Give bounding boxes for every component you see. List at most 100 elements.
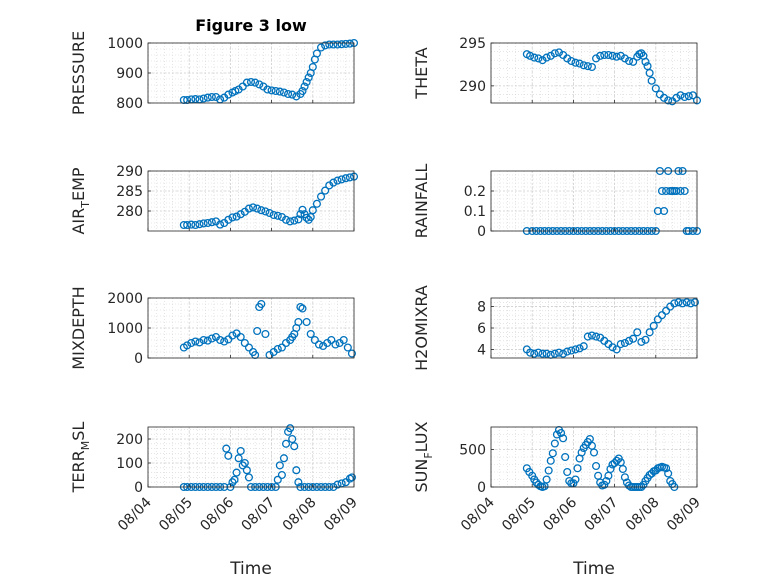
data-point [676, 91, 685, 100]
plot-area [148, 427, 354, 487]
y-axis-label: H2OMIXRA [412, 285, 431, 371]
data-point [224, 90, 233, 99]
data-point [624, 336, 634, 345]
data-point [203, 218, 212, 228]
data-point [236, 210, 245, 219]
y-axis-label: PRESSURE [69, 31, 88, 115]
data-point [179, 95, 188, 105]
data-point [267, 86, 276, 95]
data-point [659, 206, 669, 216]
y-tick-label: 100 [116, 456, 143, 472]
data-point [618, 464, 627, 474]
x-tick-label: 08/09 [321, 495, 361, 535]
data-point [255, 80, 264, 89]
data-point [257, 206, 266, 215]
data-point [292, 92, 301, 101]
data-point [559, 349, 568, 358]
y-tick-label: 0 [477, 224, 486, 240]
data-point [567, 346, 576, 355]
y-tick-label: 1000 [107, 321, 143, 337]
data-point [294, 317, 303, 327]
data-point [651, 84, 660, 93]
data-point [612, 456, 621, 465]
data-point [526, 51, 535, 60]
data-point [253, 326, 262, 336]
data-point [550, 49, 559, 58]
y-tick-label: 4 [477, 342, 486, 358]
data-point [275, 87, 284, 96]
data-point [674, 298, 683, 307]
data-point [573, 464, 582, 473]
y-tick-label: 295 [459, 36, 486, 52]
data-point [680, 186, 689, 196]
data-point [284, 89, 293, 99]
data-point [286, 217, 295, 226]
data-point [261, 329, 270, 339]
data-point [249, 203, 258, 212]
data-point [343, 343, 352, 352]
data-point [583, 332, 592, 341]
axes-box [490, 426, 698, 488]
data-point [600, 50, 609, 60]
data-point [559, 434, 568, 443]
data-point [279, 454, 289, 463]
x-tick-label: 08/04 [115, 494, 155, 534]
data-point [240, 338, 249, 348]
y-tick-label: 8 [477, 300, 486, 316]
data-point [347, 349, 356, 358]
y-axis-label: THETA [412, 47, 431, 99]
data-point [662, 306, 671, 315]
x-tick-label: 08/06 [197, 494, 237, 534]
data-point [612, 52, 621, 61]
data-point [546, 51, 555, 60]
data-point [224, 451, 233, 460]
data-point [290, 216, 299, 225]
data-point [286, 424, 295, 433]
data-point [571, 475, 580, 484]
y-tick-label: 900 [116, 66, 143, 82]
data-point [207, 92, 216, 102]
data-point [676, 186, 685, 196]
data-point [234, 454, 243, 463]
data-point [567, 56, 576, 66]
data-point [230, 475, 239, 484]
subplot-7: 0 100 200 08/04 08/05 08/06 08/07 08/08 08/09 TER… [69, 422, 361, 579]
data-point [321, 186, 330, 195]
data-point [216, 335, 225, 345]
data-point [302, 317, 311, 327]
y-tick-label: 1000 [107, 36, 143, 52]
data-point [253, 204, 262, 213]
subplot-3: 280 285 290 AIRTEMP [69, 164, 359, 235]
plot-area [148, 171, 354, 231]
data-point [672, 93, 681, 102]
data-point [191, 220, 200, 230]
y-tick-label: 0 [134, 351, 143, 367]
data-point [238, 461, 247, 470]
data-point [316, 192, 326, 201]
data-point [657, 311, 667, 320]
data-point [629, 57, 638, 66]
data-point [187, 338, 196, 348]
data-point [538, 56, 547, 65]
data-point [294, 215, 303, 224]
data-point [534, 348, 543, 357]
data-point [244, 204, 253, 213]
y-axis-label: RAINFALL [412, 164, 431, 239]
data-point [263, 85, 272, 94]
data-point [292, 466, 301, 475]
x-tick-label: 08/09 [664, 495, 704, 535]
data-point [571, 58, 580, 67]
data-point [530, 53, 539, 62]
data-point [339, 335, 348, 345]
data-point [633, 328, 642, 337]
data-point [579, 61, 588, 70]
data-point [542, 53, 551, 62]
plot-area [491, 171, 697, 231]
data-point [542, 349, 551, 358]
data-point [244, 473, 253, 482]
data-point [664, 469, 673, 478]
subplot-5: 0 1000 2000 MIXDEPTH [69, 286, 356, 370]
data-point [298, 86, 307, 96]
data-point [195, 338, 204, 347]
